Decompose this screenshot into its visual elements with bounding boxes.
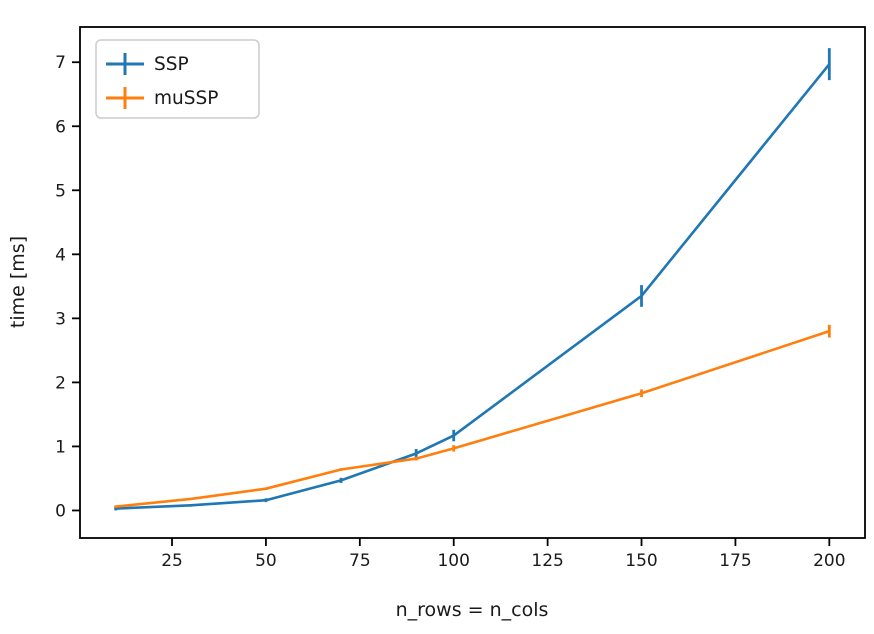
y-tick-label: 5 xyxy=(55,181,66,201)
y-tick-label: 0 xyxy=(55,501,66,521)
legend-label-SSP: SSP xyxy=(154,54,189,75)
x-axis-label: n_rows = n_cols xyxy=(396,599,549,621)
legend: SSP muSSP xyxy=(95,39,260,119)
y-tick-label: 4 xyxy=(55,245,66,265)
legend-label-muSSP: muSSP xyxy=(154,88,218,109)
y-tick-label: 7 xyxy=(55,53,66,73)
x-tick-label: 25 xyxy=(161,551,183,571)
y-tick-label: 3 xyxy=(55,309,66,329)
x-tick-label: 150 xyxy=(625,551,657,571)
y-axis-label: time [ms] xyxy=(7,236,29,328)
x-tick-label: 200 xyxy=(813,551,845,571)
x-tick-label: 175 xyxy=(719,551,751,571)
y-tick-label: 6 xyxy=(55,117,66,137)
axis-ticks: 25 50 75 100 125 150 175 200 0 1 2 3 4 5 6 7 xyxy=(55,53,845,571)
series-line-SSP xyxy=(114,62,831,510)
series-line-muSSP xyxy=(114,329,831,508)
x-tick-label: 50 xyxy=(255,551,277,571)
plot-border xyxy=(79,26,866,539)
x-tick-label: 75 xyxy=(349,551,371,571)
y-tick-label: 2 xyxy=(55,373,66,393)
data-series xyxy=(114,48,831,511)
y-tick-label: 1 xyxy=(55,437,66,457)
x-tick-label: 100 xyxy=(437,551,469,571)
x-tick-label: 125 xyxy=(531,551,563,571)
